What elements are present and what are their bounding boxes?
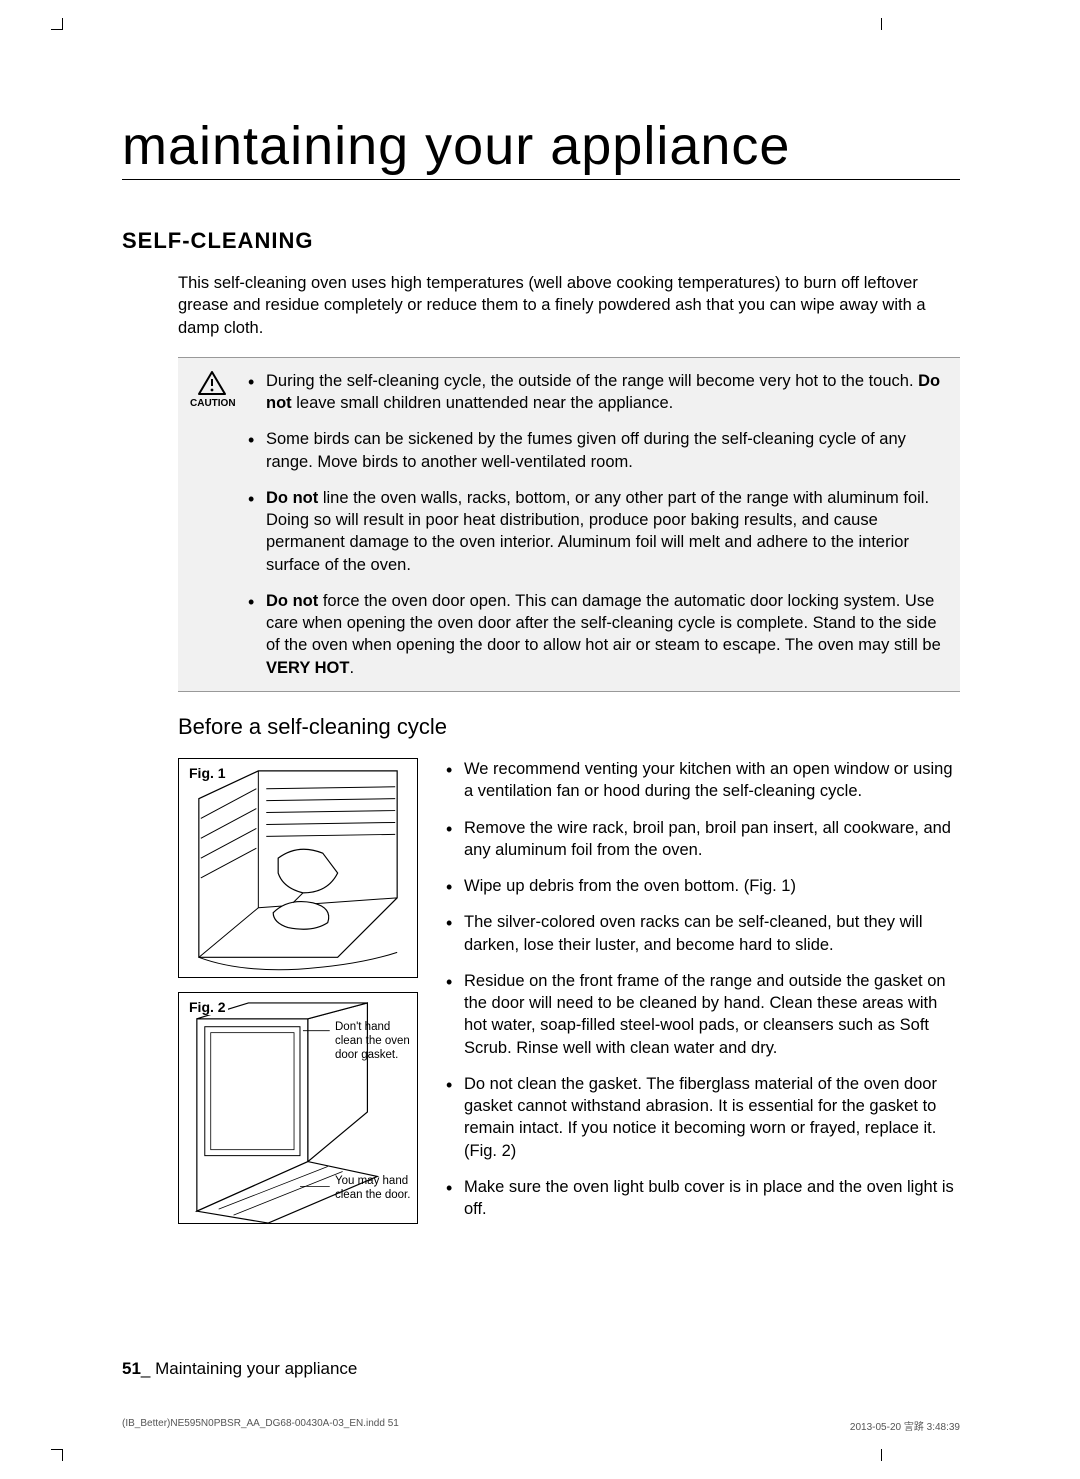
crop-mark bbox=[881, 1449, 882, 1461]
list-item: Make sure the oven light bulb cover is i… bbox=[446, 1176, 960, 1221]
before-section: Fig. 1 bbox=[178, 758, 960, 1238]
figure-note: Don't hand clean the oven door gasket. bbox=[335, 1021, 413, 1062]
print-file: (IB_Better)NE595N0PBSR_AA_DG68-00430A-03… bbox=[122, 1418, 399, 1433]
caution-item: Do not line the oven walls, racks, botto… bbox=[248, 487, 942, 576]
list-item: Remove the wire rack, broil pan, broil p… bbox=[446, 817, 960, 862]
footer-label: Maintaining your appliance bbox=[150, 1359, 357, 1378]
caution-item: Do not force the oven door open. This ca… bbox=[248, 590, 942, 679]
caution-text: During the self-cleaning cycle, the outs… bbox=[266, 372, 918, 390]
caution-bold: Do not bbox=[266, 592, 318, 610]
list-item: We recommend venting your kitchen with a… bbox=[446, 758, 960, 803]
list-item: The silver-colored oven racks can be sel… bbox=[446, 911, 960, 956]
caution-bold: VERY HOT bbox=[266, 659, 349, 677]
list-item: Wipe up debris from the oven bottom. (Fi… bbox=[446, 875, 960, 897]
figure-2: Fig. 2 Do bbox=[178, 992, 418, 1224]
caution-text: line the oven walls, racks, bottom, or a… bbox=[266, 489, 929, 574]
caution-bold: Do not bbox=[266, 489, 318, 507]
intro-paragraph: This self-cleaning oven uses high temper… bbox=[178, 272, 960, 339]
caution-label: CAUTION bbox=[190, 398, 236, 409]
figure-1: Fig. 1 bbox=[178, 758, 418, 978]
figure-label: Fig. 2 bbox=[187, 999, 228, 1015]
caution-box: CAUTION During the self-cleaning cycle, … bbox=[178, 357, 960, 692]
crop-mark bbox=[51, 18, 63, 30]
figures-column: Fig. 1 bbox=[178, 758, 418, 1238]
subsection-title: Before a self-cleaning cycle bbox=[178, 714, 960, 740]
caution-text: Some birds can be sickened by the fumes … bbox=[266, 430, 906, 470]
list-item: Do not clean the gasket. The fiberglass … bbox=[446, 1073, 960, 1162]
figure-label: Fig. 1 bbox=[187, 765, 228, 781]
crop-mark bbox=[881, 18, 882, 30]
caution-text: . bbox=[349, 659, 354, 677]
caution-item: Some birds can be sickened by the fumes … bbox=[248, 428, 942, 473]
caution-icon: CAUTION bbox=[190, 370, 234, 679]
caution-text: force the oven door open. This can damag… bbox=[266, 592, 941, 655]
print-date: 2013-05-20 㝘䟸 3:48:39 bbox=[850, 1418, 960, 1433]
caution-text: leave small children unattended near the… bbox=[292, 394, 674, 412]
print-footer: (IB_Better)NE595N0PBSR_AA_DG68-00430A-03… bbox=[122, 1418, 960, 1433]
chapter-title: maintaining your appliance bbox=[122, 115, 960, 180]
caution-item: During the self-cleaning cycle, the outs… bbox=[248, 370, 942, 415]
list-item: Residue on the front frame of the range … bbox=[446, 970, 960, 1059]
before-list: We recommend venting your kitchen with a… bbox=[446, 758, 960, 1238]
crop-mark bbox=[51, 1449, 63, 1461]
page-content: maintaining your appliance SELF-CLEANING… bbox=[122, 115, 960, 1238]
page-number: 51 bbox=[122, 1359, 141, 1378]
caution-list: During the self-cleaning cycle, the outs… bbox=[248, 370, 942, 679]
figure-note: You may hand clean the door. bbox=[335, 1175, 413, 1203]
footer-sep: _ bbox=[141, 1359, 150, 1378]
page-footer: 51_ Maintaining your appliance bbox=[122, 1359, 357, 1379]
section-title: SELF-CLEANING bbox=[122, 228, 960, 254]
